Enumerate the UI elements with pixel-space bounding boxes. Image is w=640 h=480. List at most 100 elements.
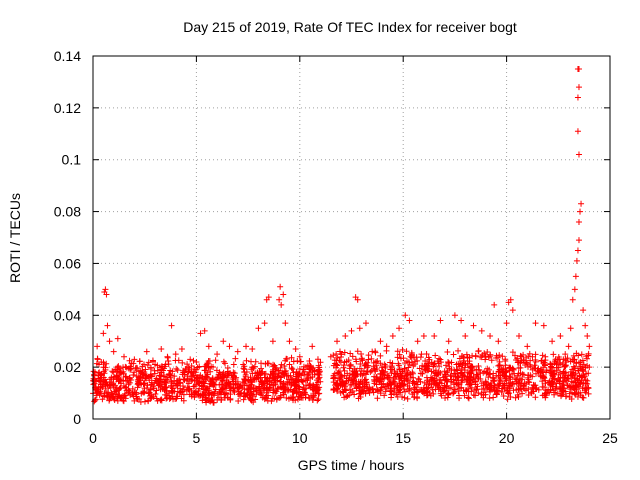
data-point bbox=[549, 338, 556, 345]
y-tick-label: 0.08 bbox=[54, 204, 81, 220]
data-point bbox=[456, 395, 463, 402]
data-point bbox=[251, 375, 258, 382]
data-point bbox=[460, 354, 467, 361]
data-point bbox=[554, 390, 561, 397]
data-point bbox=[150, 385, 157, 392]
data-point bbox=[194, 375, 201, 382]
data-point bbox=[234, 348, 241, 355]
data-point bbox=[381, 372, 388, 379]
data-point bbox=[134, 365, 141, 372]
data-point bbox=[509, 371, 516, 378]
data-point bbox=[414, 381, 421, 388]
data-point bbox=[218, 389, 225, 396]
data-point bbox=[205, 387, 212, 394]
data-point bbox=[418, 370, 425, 377]
data-point bbox=[468, 388, 475, 395]
data-point bbox=[582, 380, 589, 387]
data-point bbox=[174, 381, 181, 388]
data-point bbox=[99, 383, 106, 390]
data-point bbox=[190, 357, 197, 364]
data-point bbox=[465, 394, 472, 401]
data-point bbox=[281, 363, 288, 370]
data-point bbox=[569, 296, 576, 303]
data-point bbox=[100, 330, 107, 337]
data-point bbox=[499, 370, 506, 377]
data-point bbox=[206, 383, 213, 390]
data-point bbox=[283, 355, 290, 362]
data-point bbox=[411, 393, 418, 400]
data-point bbox=[396, 325, 403, 332]
x-tick-label: 5 bbox=[193, 430, 201, 446]
data-point bbox=[254, 369, 261, 376]
data-point bbox=[147, 372, 154, 379]
data-point bbox=[527, 357, 534, 364]
data-point bbox=[97, 388, 104, 395]
data-point bbox=[426, 356, 433, 363]
data-point bbox=[532, 358, 539, 365]
data-point bbox=[114, 335, 121, 342]
data-point bbox=[244, 391, 251, 398]
data-point bbox=[345, 357, 352, 364]
data-point bbox=[447, 373, 454, 380]
data-point bbox=[360, 388, 367, 395]
data-point bbox=[503, 320, 510, 327]
data-point bbox=[197, 330, 204, 337]
data-point bbox=[164, 392, 171, 399]
data-point bbox=[140, 389, 147, 396]
data-point bbox=[203, 374, 210, 381]
data-point bbox=[287, 380, 294, 387]
data-point bbox=[205, 343, 212, 350]
data-point bbox=[436, 379, 443, 386]
data-point bbox=[394, 354, 401, 361]
data-point bbox=[330, 362, 337, 369]
data-point bbox=[157, 376, 164, 383]
data-point bbox=[179, 383, 186, 390]
data-point bbox=[562, 357, 569, 364]
data-point bbox=[490, 370, 497, 377]
data-point bbox=[460, 387, 467, 394]
data-point bbox=[334, 338, 341, 345]
data-point bbox=[350, 378, 357, 385]
data-point bbox=[455, 360, 462, 367]
data-point bbox=[207, 368, 214, 375]
data-point bbox=[314, 397, 321, 404]
data-point bbox=[263, 395, 270, 402]
data-point bbox=[271, 395, 278, 402]
data-point bbox=[203, 396, 210, 403]
data-point bbox=[418, 351, 425, 358]
data-point bbox=[399, 346, 406, 353]
data-point bbox=[557, 369, 564, 376]
data-point bbox=[532, 351, 539, 358]
data-point bbox=[403, 369, 410, 376]
data-point bbox=[553, 383, 560, 390]
data-point bbox=[418, 386, 425, 393]
data-point bbox=[277, 392, 284, 399]
data-point bbox=[475, 389, 482, 396]
data-point bbox=[357, 390, 364, 397]
data-point bbox=[490, 378, 497, 385]
data-point bbox=[445, 391, 452, 398]
data-point bbox=[289, 366, 296, 373]
data-point bbox=[480, 382, 487, 389]
data-point bbox=[283, 373, 290, 380]
data-point bbox=[468, 374, 475, 381]
data-point bbox=[502, 362, 509, 369]
data-point bbox=[446, 385, 453, 392]
data-point bbox=[472, 381, 479, 388]
data-point bbox=[570, 356, 577, 363]
data-point bbox=[174, 393, 181, 400]
data-point bbox=[97, 378, 104, 385]
data-point bbox=[377, 352, 384, 359]
data-point bbox=[294, 376, 301, 383]
data-point bbox=[212, 357, 219, 364]
data-point bbox=[498, 388, 505, 395]
data-point bbox=[403, 348, 410, 355]
data-point bbox=[131, 369, 138, 376]
data-point bbox=[327, 353, 334, 360]
data-point bbox=[484, 349, 491, 356]
data-point bbox=[286, 338, 293, 345]
data-point bbox=[548, 363, 555, 370]
data-point bbox=[517, 364, 524, 371]
data-point bbox=[255, 375, 262, 382]
data-point bbox=[565, 343, 572, 350]
